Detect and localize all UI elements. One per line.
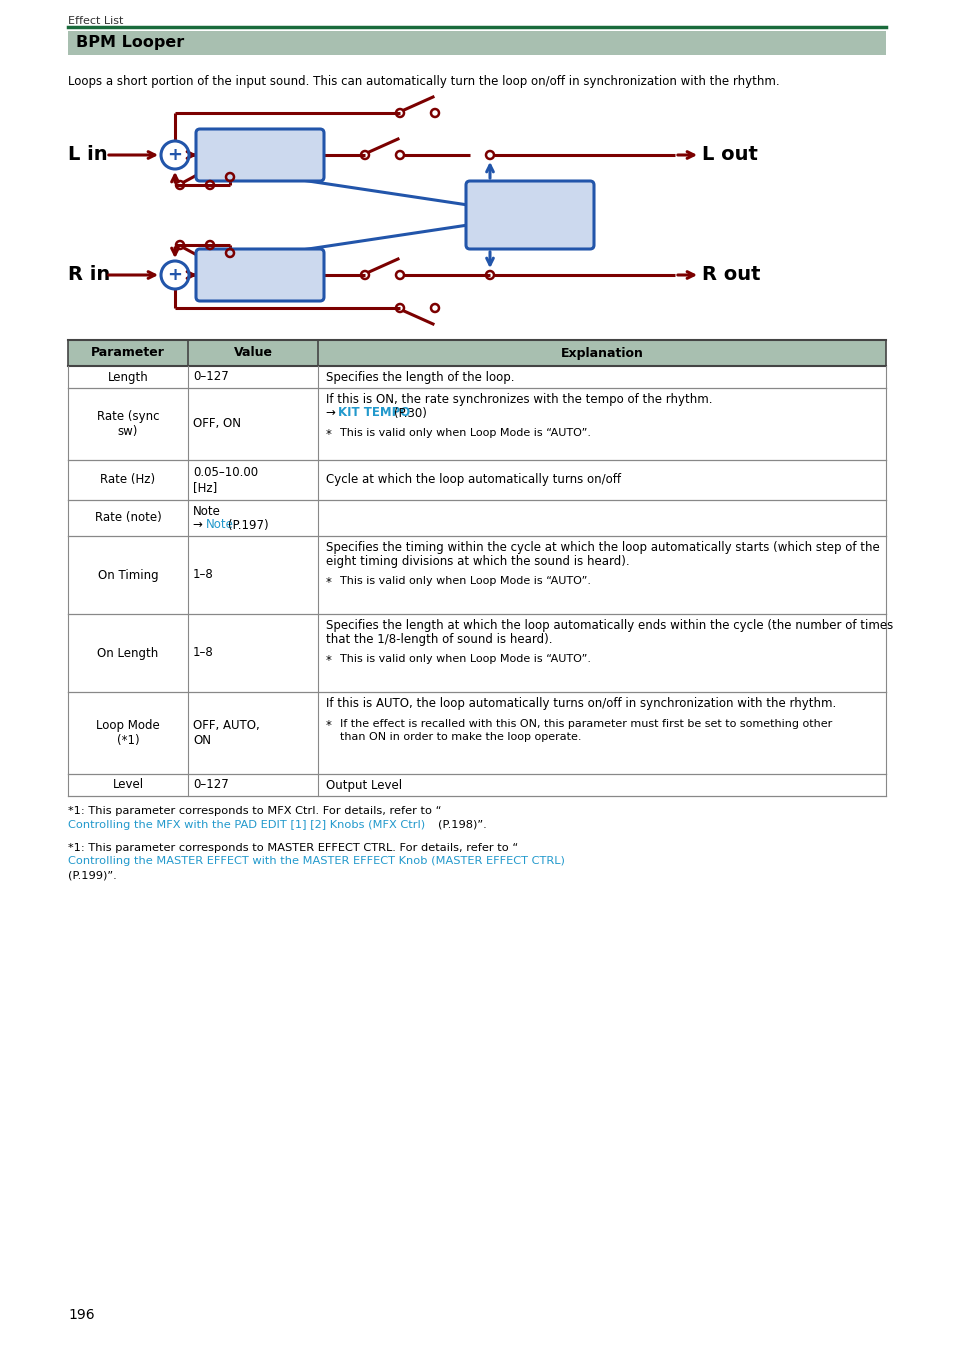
Text: Effect List: Effect List (68, 16, 123, 26)
Text: Delay: Delay (233, 266, 286, 283)
Text: Cycle at which the loop automatically turns on/off: Cycle at which the loop automatically tu… (326, 474, 620, 486)
Text: Level: Level (112, 779, 143, 791)
Text: OFF, AUTO,
ON: OFF, AUTO, ON (193, 720, 259, 747)
Text: Specifies the length at which the loop automatically ends within the cycle (the : Specifies the length at which the loop a… (326, 620, 892, 632)
Text: KIT TEMPO: KIT TEMPO (337, 406, 410, 420)
Bar (68, 31, 885, 55)
Text: 1–8: 1–8 (193, 568, 213, 582)
Text: If this is ON, the rate synchronizes with the tempo of the rhythm.: If this is ON, the rate synchronizes wit… (326, 393, 712, 406)
Text: *: * (326, 576, 332, 589)
Bar (68, 340, 885, 366)
Text: +: + (168, 266, 182, 283)
Text: On Timing: On Timing (97, 568, 158, 582)
Text: Rate (note): Rate (note) (94, 512, 161, 525)
Text: L in: L in (68, 146, 108, 165)
Text: On Length: On Length (97, 647, 158, 660)
Text: 0–127: 0–127 (193, 370, 229, 383)
Text: that the 1/8-length of sound is heard).: that the 1/8-length of sound is heard). (326, 633, 552, 645)
FancyBboxPatch shape (195, 248, 324, 301)
Text: Rate (Hz): Rate (Hz) (100, 474, 155, 486)
Text: 0–127: 0–127 (193, 779, 229, 791)
Text: Note: Note (193, 505, 221, 518)
Text: BPM Looper: BPM Looper (76, 35, 184, 50)
Text: R out: R out (701, 266, 760, 285)
FancyBboxPatch shape (195, 130, 324, 181)
Text: Loops a short portion of the input sound. This can automatically turn the loop o: Loops a short portion of the input sound… (68, 76, 779, 88)
Text: than ON in order to make the loop operate.: than ON in order to make the loop operat… (339, 732, 581, 742)
Text: →: → (326, 406, 339, 420)
Text: *1: This parameter corresponds to MFX Ctrl. For details, refer to “: *1: This parameter corresponds to MFX Ct… (68, 806, 441, 815)
Text: Specifies the length of the loop.: Specifies the length of the loop. (326, 370, 514, 383)
Text: +: + (168, 146, 182, 163)
Text: R in: R in (68, 266, 111, 285)
Text: *: * (326, 428, 332, 441)
Text: L out: L out (701, 146, 757, 165)
Text: eight timing divisions at which the sound is heard).: eight timing divisions at which the soun… (326, 555, 629, 567)
Text: Note: Note (206, 518, 233, 532)
FancyBboxPatch shape (465, 181, 594, 248)
Text: (P.30): (P.30) (394, 406, 426, 420)
Text: Parameter: Parameter (91, 347, 165, 359)
Text: (P.199)”.: (P.199)”. (68, 869, 116, 880)
Text: Output Level: Output Level (326, 779, 402, 791)
Text: Controlling the MFX with the PAD EDIT [1] [2] Knobs (MFX Ctrl): Controlling the MFX with the PAD EDIT [1… (68, 819, 425, 829)
Text: (P.198)”.: (P.198)”. (437, 819, 486, 829)
Text: 1–8: 1–8 (193, 647, 213, 660)
Text: Controlling the MASTER EFFECT with the MASTER EFFECT Knob (MASTER EFFECT CTRL): Controlling the MASTER EFFECT with the M… (68, 856, 564, 867)
Text: *1: This parameter corresponds to MASTER EFFECT CTRL. For details, refer to “: *1: This parameter corresponds to MASTER… (68, 842, 517, 853)
Text: Delay: Delay (233, 146, 286, 163)
Text: If the effect is recalled with this ON, this parameter must first be set to some: If the effect is recalled with this ON, … (339, 718, 831, 729)
Text: Control: Control (498, 216, 560, 231)
Text: This is valid only when Loop Mode is “AUTO”.: This is valid only when Loop Mode is “AU… (339, 576, 590, 586)
Text: *: * (326, 655, 332, 667)
Text: *: * (326, 718, 332, 732)
Text: (P.197): (P.197) (228, 518, 269, 532)
Text: Length: Length (108, 370, 149, 383)
Text: Specifies the timing within the cycle at which the loop automatically starts (wh: Specifies the timing within the cycle at… (326, 541, 879, 554)
Text: Explanation: Explanation (560, 347, 642, 359)
Text: If this is AUTO, the loop automatically turns on/off in synchronization with the: If this is AUTO, the loop automatically … (326, 697, 836, 710)
Text: Loop Mode
(*1): Loop Mode (*1) (96, 720, 160, 747)
Text: Rate (sync
sw): Rate (sync sw) (96, 410, 159, 437)
Text: 0.05–10.00
[Hz]: 0.05–10.00 [Hz] (193, 466, 258, 494)
Text: This is valid only when Loop Mode is “AUTO”.: This is valid only when Loop Mode is “AU… (339, 428, 590, 439)
Text: Loop Sw: Loop Sw (494, 200, 565, 215)
Text: 196: 196 (68, 1308, 94, 1322)
Text: Value: Value (233, 347, 273, 359)
Text: OFF, ON: OFF, ON (193, 417, 241, 431)
Text: This is valid only when Loop Mode is “AUTO”.: This is valid only when Loop Mode is “AU… (339, 655, 590, 664)
Text: →: → (193, 518, 207, 532)
